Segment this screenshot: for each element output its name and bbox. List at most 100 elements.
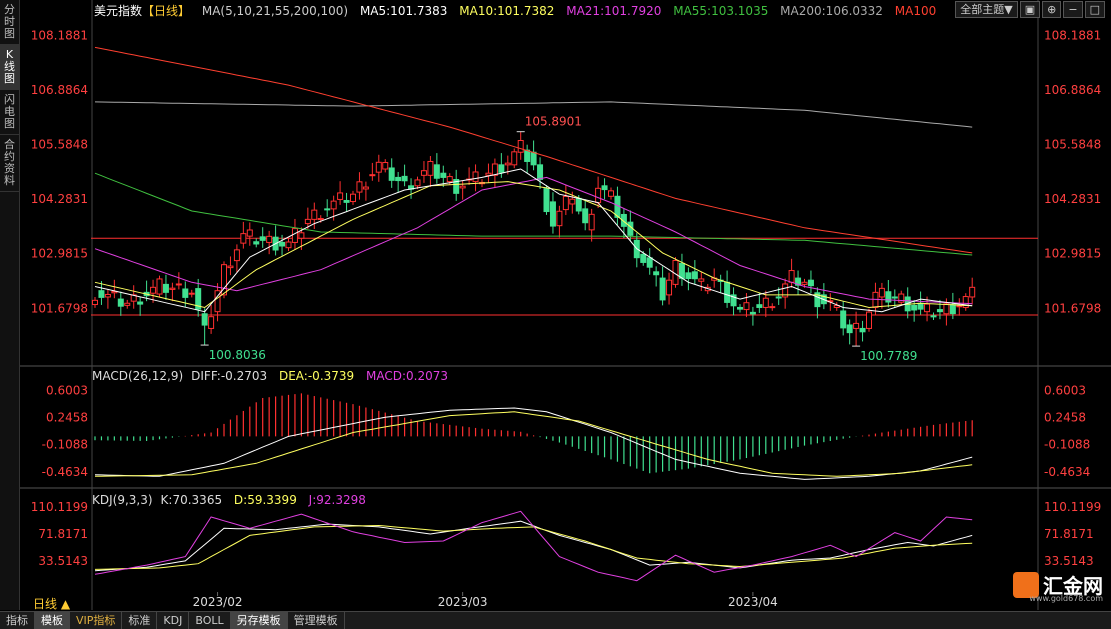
ma200-value: MA200:106.0332 — [780, 4, 883, 18]
zoom-icon[interactable]: ⊕ — [1042, 1, 1062, 18]
ma5-line — [94, 168, 973, 313]
tab-manage-templates[interactable]: 管理模板 — [288, 612, 345, 629]
candle-body — [266, 235, 273, 243]
kdj-k: K:70.3365 — [160, 493, 223, 507]
candle-body — [569, 198, 576, 205]
kdj-d: D:59.3399 — [233, 493, 297, 507]
candle-body — [188, 292, 195, 295]
tab-kdj[interactable]: KDJ — [157, 612, 190, 629]
tab-boll[interactable]: BOLL — [189, 612, 231, 629]
candle-body — [317, 218, 324, 221]
candle-body — [162, 283, 169, 293]
tab-indicators[interactable]: 指标 — [0, 612, 35, 629]
candle-body — [208, 316, 215, 329]
tab-template[interactable]: 模板 — [35, 612, 70, 629]
axis-tick-right: -0.1088 — [1044, 438, 1090, 452]
ma21-line — [94, 176, 973, 305]
axis-tick-right: 110.1199 — [1044, 500, 1101, 514]
instrument-title: 美元指数 — [94, 4, 143, 18]
axis-tick-left: 33.5143 — [38, 554, 88, 568]
candle-body — [388, 167, 395, 181]
candle-body — [485, 172, 492, 176]
candle-body — [601, 185, 608, 191]
candle-body — [221, 264, 227, 296]
candle-body — [491, 163, 498, 176]
candle-body — [588, 213, 595, 231]
candle-body — [620, 213, 627, 227]
axis-tick-left: 108.1881 — [31, 28, 88, 42]
axis-tick-right: 0.6003 — [1044, 383, 1086, 397]
axis-tick-right: 33.5143 — [1044, 554, 1094, 568]
axis-tick-left: -0.4634 — [42, 465, 88, 479]
axis-tick-left: 106.8864 — [31, 83, 88, 97]
ma55-value: MA55:103.1035 — [673, 4, 769, 18]
axis-tick-left: -0.1088 — [42, 438, 88, 452]
candle-body — [640, 253, 647, 263]
tab-time-chart[interactable]: 分 时 图 — [0, 0, 19, 45]
axis-tick-left: 101.6798 — [31, 301, 88, 315]
chart-area[interactable]: 108.1881 108.1881 106.8864 106.8864 105.5848… — [20, 0, 1111, 610]
candle-body — [401, 175, 408, 182]
candle-body — [730, 294, 737, 307]
axis-tick-right: 0.2458 — [1044, 410, 1086, 424]
candle-body — [530, 151, 537, 166]
candle-body — [801, 281, 808, 285]
macd-diff-line — [94, 407, 973, 480]
candle-body — [304, 218, 311, 225]
candle-body — [137, 301, 144, 305]
period-button[interactable]: 日线 ▲ — [33, 597, 71, 611]
tab-vip-indicators[interactable]: VIP指标 — [70, 612, 123, 629]
candle-body — [575, 197, 582, 212]
tab-save-template[interactable]: 另存模板 — [230, 612, 288, 629]
candle-body — [453, 179, 460, 194]
candle-body — [859, 327, 866, 333]
candle-body — [233, 249, 240, 262]
candle-body — [362, 186, 369, 190]
kdj-j-line — [94, 510, 973, 582]
candle-body — [504, 162, 511, 166]
candle-body — [659, 277, 666, 301]
candle-body — [595, 187, 602, 204]
tab-standard[interactable]: 标准 — [122, 612, 158, 629]
kdj-label: KDJ(9,3,3) — [92, 493, 153, 507]
candle-body — [285, 241, 292, 249]
candle-body — [214, 290, 221, 313]
minimize-icon[interactable]: − — [1063, 1, 1083, 18]
candle-body — [795, 277, 802, 286]
axis-tick-right: 71.8171 — [1044, 527, 1094, 541]
candle-body — [537, 164, 544, 180]
candle-body — [930, 315, 937, 318]
low-annotation: 100.7789 — [860, 349, 917, 363]
candle-body — [156, 278, 163, 295]
low-annotation: 100.8036 — [209, 348, 266, 362]
macd-legend: MACD(26,12,9) DIFF:-0.2703 DEA:-0.3739 MA… — [92, 369, 456, 383]
candle-body — [440, 172, 447, 178]
candle-body — [807, 279, 814, 287]
macd-dea-line — [94, 411, 973, 477]
maximize-icon[interactable]: □ — [1084, 1, 1105, 18]
candle-body — [433, 164, 440, 179]
candle-body — [769, 306, 776, 309]
candle-body — [472, 171, 479, 183]
x-axis-label: 2023/03 — [438, 595, 488, 609]
candle-body — [814, 292, 821, 308]
candle-body — [311, 209, 318, 220]
tab-flash-chart[interactable]: 闪 电 图 — [0, 90, 19, 135]
tab-contract-info[interactable]: 合 约 资 料 — [0, 135, 19, 192]
candle-body — [517, 139, 524, 153]
axis-tick-right: 101.6798 — [1044, 301, 1101, 315]
candle-body — [917, 302, 924, 310]
bottom-toolbar: 指标 模板 VIP指标 标准 KDJ BOLL 另存模板 管理模板 — [0, 611, 1111, 629]
candle-body — [343, 199, 350, 203]
settings-icon[interactable]: ▣ — [1019, 1, 1041, 18]
candle-body — [685, 272, 692, 280]
candle-body — [549, 201, 556, 227]
kdj-d-line — [94, 524, 973, 570]
candle-body — [414, 179, 421, 187]
candle-body — [117, 298, 124, 307]
logo-icon — [1013, 571, 1039, 598]
candle-body — [330, 200, 337, 210]
tab-kline-chart[interactable]: K 线 图 — [0, 45, 19, 90]
theme-select[interactable]: 全部主题▼ — [955, 1, 1018, 18]
candle-body — [240, 233, 247, 244]
